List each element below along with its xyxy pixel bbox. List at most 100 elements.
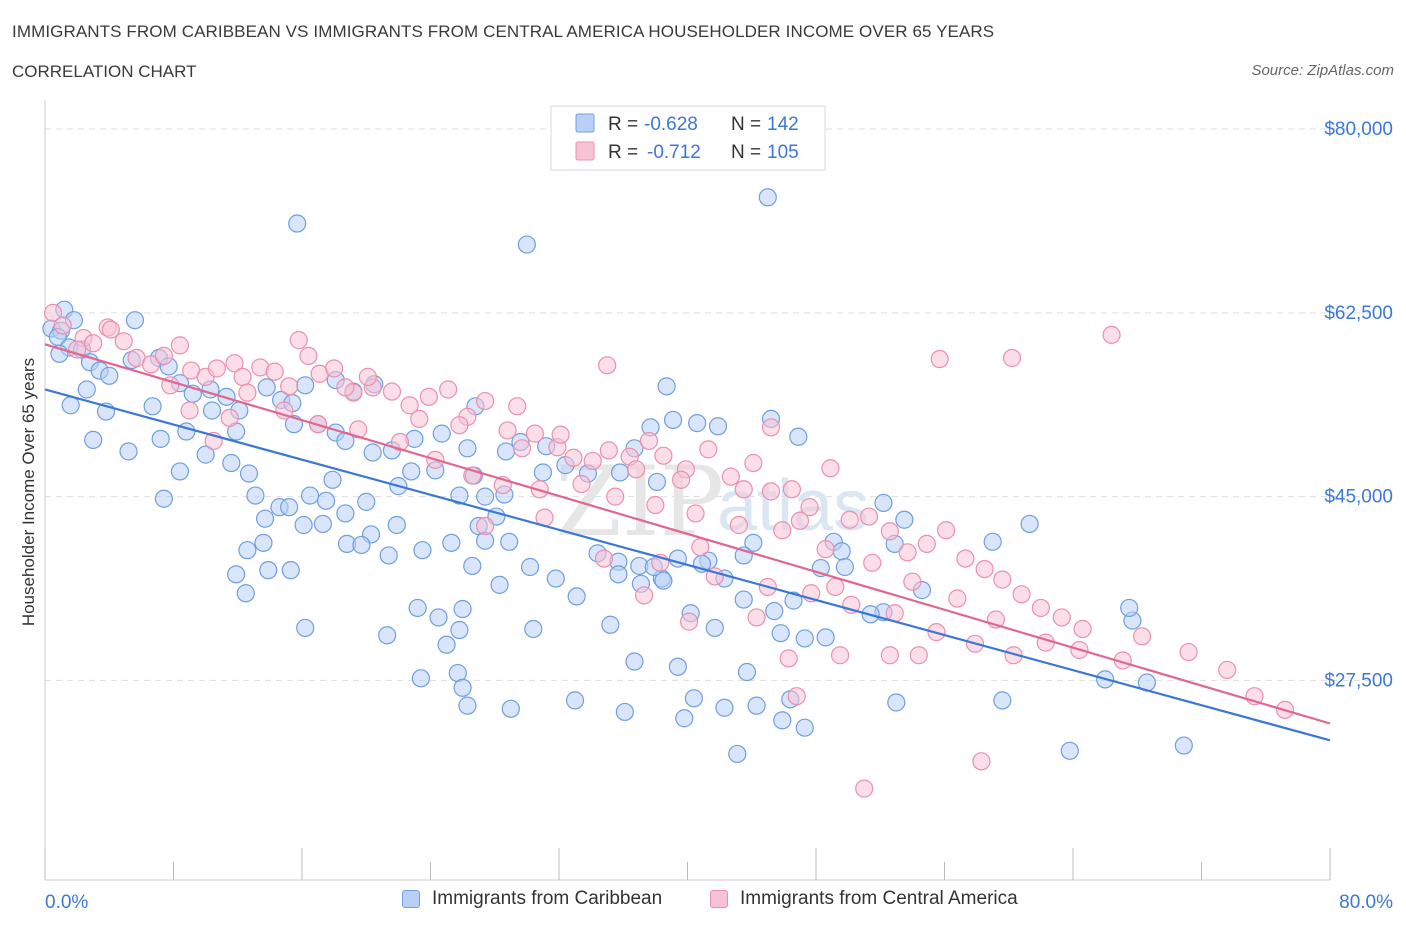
data-point-caribbean bbox=[993, 691, 1012, 710]
data-point-central-america bbox=[336, 378, 355, 397]
data-point-central-america bbox=[207, 359, 226, 378]
data-point-central-america bbox=[1036, 633, 1055, 652]
data-point-caribbean bbox=[257, 378, 276, 397]
data-point-caribbean bbox=[453, 678, 472, 697]
data-point-central-america bbox=[419, 387, 438, 406]
data-point-central-america bbox=[598, 356, 617, 375]
data-point-central-america bbox=[1218, 660, 1237, 680]
data-point-caribbean bbox=[874, 493, 893, 513]
data-point-caribbean bbox=[744, 533, 763, 552]
data-point-caribbean bbox=[784, 591, 803, 610]
data-point-caribbean bbox=[490, 575, 509, 594]
data-point-caribbean bbox=[411, 669, 430, 688]
data-point-caribbean bbox=[668, 657, 687, 676]
data-point-caribbean bbox=[565, 691, 585, 710]
data-point-central-america bbox=[512, 439, 532, 458]
legend-label-caribbean: Immigrants from Caribbean bbox=[432, 888, 663, 909]
data-point-caribbean bbox=[387, 515, 406, 535]
data-point-central-america bbox=[826, 577, 845, 597]
data-point-central-america bbox=[606, 487, 625, 506]
stats-n-label: N = bbox=[731, 114, 761, 135]
data-point-caribbean bbox=[378, 626, 397, 645]
stats-legend: R = -0.628 N = 142 R = -0.712 N = 105 bbox=[550, 105, 826, 171]
data-point-central-america bbox=[639, 431, 659, 451]
data-point-caribbean bbox=[352, 535, 371, 555]
data-point-caribbean bbox=[816, 628, 835, 647]
data-point-caribbean bbox=[413, 541, 432, 560]
data-point-caribbean bbox=[610, 463, 630, 482]
data-point-central-america bbox=[1132, 627, 1152, 646]
data-point-central-america bbox=[358, 367, 377, 386]
stats-r-value-pink: -0.712 bbox=[647, 142, 701, 163]
stats-n-label: N = bbox=[731, 142, 761, 163]
data-point-caribbean bbox=[500, 532, 519, 551]
data-point-central-america bbox=[594, 549, 614, 568]
data-point-caribbean bbox=[1120, 598, 1139, 618]
data-point-caribbean bbox=[453, 599, 472, 619]
data-point-central-america bbox=[729, 515, 749, 535]
data-point-caribbean bbox=[379, 546, 398, 565]
data-point-caribbean bbox=[758, 188, 777, 207]
data-point-central-america bbox=[975, 559, 994, 579]
legend-item-central-america[interactable]: Immigrants from Central America bbox=[710, 888, 1018, 910]
data-point-central-america bbox=[154, 346, 173, 365]
data-point-caribbean bbox=[77, 380, 96, 399]
data-point-caribbean bbox=[734, 590, 753, 609]
data-point-central-america bbox=[747, 608, 766, 627]
data-point-central-america bbox=[1031, 598, 1050, 618]
data-point-caribbean bbox=[254, 533, 273, 552]
data-point-central-america bbox=[1012, 585, 1031, 604]
trend-lines bbox=[44, 343, 1331, 742]
data-point-central-america bbox=[265, 362, 284, 381]
data-point-caribbean bbox=[1174, 736, 1193, 755]
data-point-caribbean bbox=[402, 462, 421, 481]
data-point-central-america bbox=[734, 480, 753, 499]
x-tick-label: 80.0% bbox=[1339, 892, 1393, 913]
y-tick-label: $62,500 bbox=[1324, 303, 1393, 324]
data-point-central-america bbox=[498, 421, 517, 440]
data-point-caribbean bbox=[609, 565, 628, 584]
data-point-central-america bbox=[937, 521, 956, 540]
data-point-central-america bbox=[635, 586, 654, 605]
tick-labels: $27,500 $45,000 $62,500 $80,000 0.0% 80.0% bbox=[45, 119, 1393, 913]
data-point-caribbean bbox=[296, 376, 315, 395]
data-point-caribbean bbox=[458, 439, 477, 458]
data-point-caribbean bbox=[458, 696, 477, 715]
data-point-central-america bbox=[572, 474, 591, 494]
data-point-central-america bbox=[821, 459, 840, 478]
data-point-caribbean bbox=[675, 709, 694, 728]
bottom-legend: Immigrants from Caribbean Immigrants fro… bbox=[0, 888, 1406, 916]
chart-subtitle: CORRELATION CHART bbox=[12, 62, 197, 81]
trend-line-central-america bbox=[44, 343, 1331, 725]
data-point-central-america bbox=[782, 480, 802, 499]
data-point-caribbean bbox=[517, 235, 536, 254]
data-point-central-america bbox=[349, 420, 368, 439]
data-point-caribbean bbox=[688, 414, 707, 433]
trend-line-caribbean bbox=[44, 388, 1331, 742]
data-point-caribbean bbox=[316, 491, 336, 510]
data-point-central-america bbox=[816, 540, 835, 559]
data-point-caribbean bbox=[408, 598, 427, 618]
data-point-central-america bbox=[325, 359, 344, 378]
data-point-central-america bbox=[280, 377, 299, 396]
data-point-caribbean bbox=[567, 587, 586, 606]
data-point-caribbean bbox=[442, 533, 461, 552]
data-point-central-america bbox=[439, 380, 458, 399]
data-point-caribbean bbox=[625, 652, 644, 671]
data-point-caribbean bbox=[520, 557, 540, 577]
data-point-caribbean bbox=[524, 619, 543, 639]
stats-swatch-pink bbox=[575, 141, 595, 161]
data-point-caribbean bbox=[496, 442, 516, 461]
data-point-central-america bbox=[180, 401, 199, 420]
data-point-central-america bbox=[654, 446, 673, 465]
legend-item-caribbean[interactable]: Immigrants from Caribbean bbox=[402, 888, 662, 910]
data-point-caribbean bbox=[546, 569, 565, 588]
data-point-central-america bbox=[1052, 608, 1071, 627]
data-point-central-america bbox=[114, 332, 133, 351]
data-point-caribbean bbox=[429, 608, 448, 627]
data-point-caribbean bbox=[647, 472, 667, 492]
data-point-central-america bbox=[299, 346, 318, 365]
stats-r-label: R = bbox=[608, 142, 638, 163]
data-point-caribbean bbox=[832, 542, 851, 561]
